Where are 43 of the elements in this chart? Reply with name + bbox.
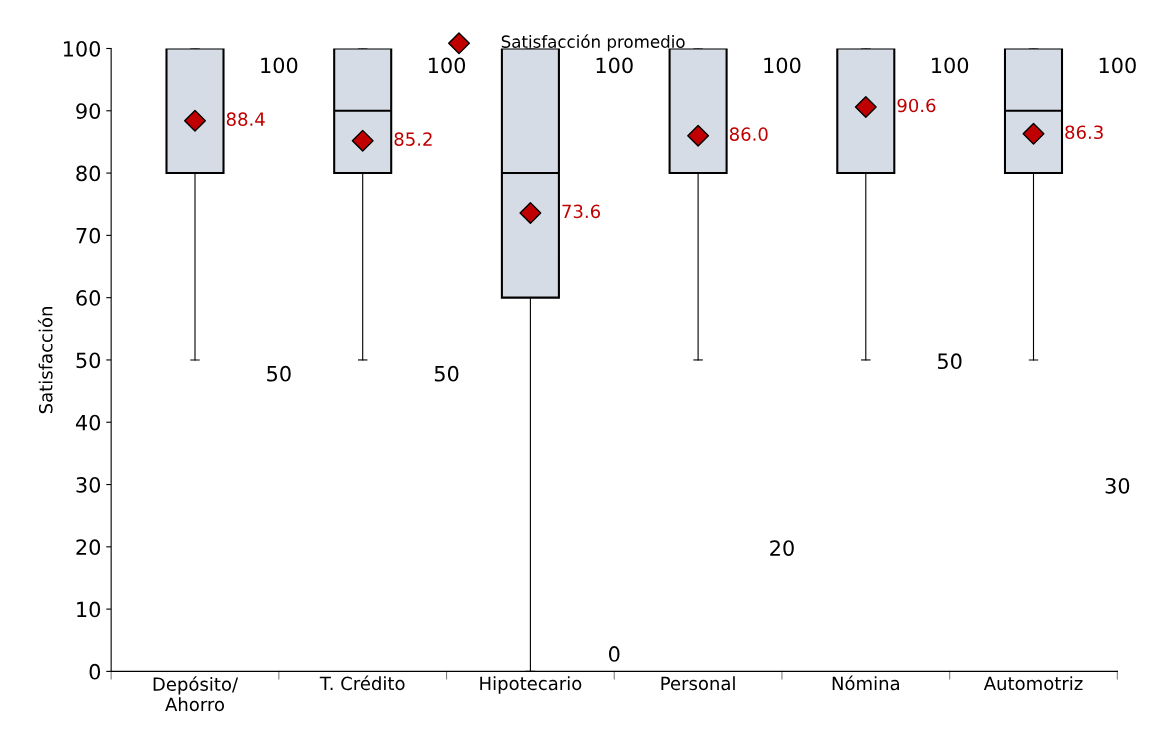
annotation: 0 xyxy=(609,646,620,662)
annotation: 20 xyxy=(770,540,794,556)
y-tick-label: 50 xyxy=(76,352,101,369)
point xyxy=(1022,122,1045,145)
x-tick-label: Personal xyxy=(661,676,735,691)
annotation: 50 xyxy=(938,353,962,370)
y-tick-label: 70 xyxy=(76,227,101,244)
data-label: 86.0 xyxy=(729,127,768,141)
data-label: 90.6 xyxy=(897,98,936,113)
annotation: 50 xyxy=(267,365,291,382)
data-label: 88.4 xyxy=(226,112,265,126)
y-tick-label: 10 xyxy=(77,601,101,618)
y-tick-label: 20 xyxy=(76,539,101,556)
data-label: 73.6 xyxy=(562,204,601,219)
annotation: 100 xyxy=(596,57,633,74)
x-tick-label: T. Crédito xyxy=(319,675,405,691)
data-label: 85.2 xyxy=(394,132,432,146)
x-tick-label: Nómina xyxy=(832,675,899,691)
y-axis-title: Satisfacción xyxy=(37,307,53,414)
y-tick-label: 30 xyxy=(76,476,101,493)
annotation: 100 xyxy=(764,57,801,74)
point xyxy=(854,96,877,119)
y-tick-label: 80 xyxy=(76,165,101,182)
point xyxy=(519,201,542,224)
y-tick-label: 100 xyxy=(63,40,101,57)
y-tick-label: 40 xyxy=(75,414,101,431)
point xyxy=(351,129,374,152)
y-tick-label: 0 xyxy=(89,663,101,680)
data-label: 86.3 xyxy=(1065,125,1103,140)
annotation: 50 xyxy=(434,365,459,382)
point xyxy=(687,124,710,147)
legend-label: Satisfacción promedio xyxy=(501,34,685,52)
point xyxy=(184,109,206,132)
x-tick-label: Hipotecario xyxy=(480,676,582,694)
y-tick-label: 60 xyxy=(76,290,101,306)
x-tick-label: Automotriz xyxy=(983,676,1083,691)
annotation: 100 xyxy=(932,57,969,74)
y-tick-label: 90 xyxy=(76,103,101,119)
x-tick-label: Depósito/ Ahorro xyxy=(153,676,239,712)
annotation: 100 xyxy=(1099,57,1136,74)
annotation: 100 xyxy=(428,57,466,74)
annotation: 30 xyxy=(1105,477,1130,494)
annotation: 100 xyxy=(261,57,298,74)
